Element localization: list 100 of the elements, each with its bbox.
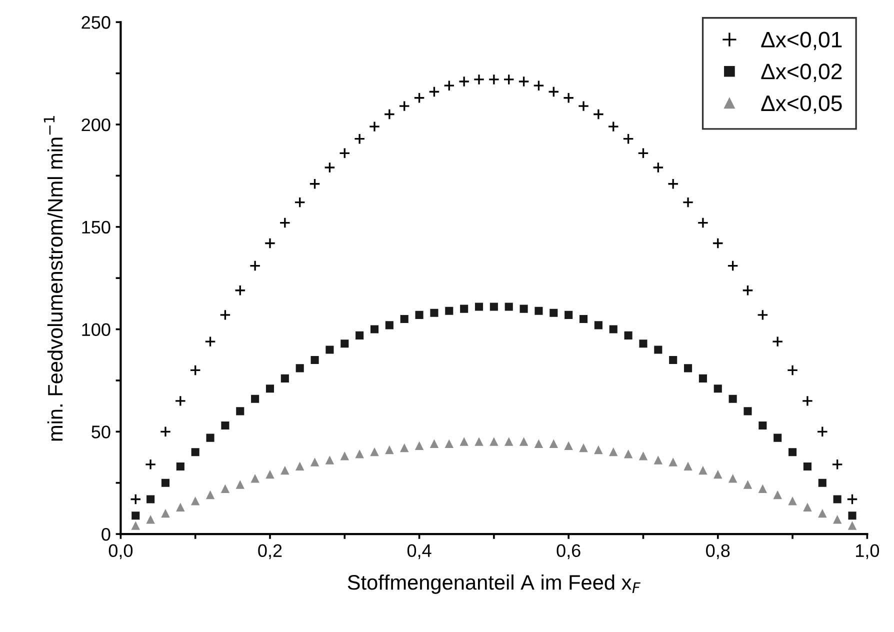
- point: [221, 421, 230, 430]
- point: [772, 336, 784, 348]
- point: [236, 480, 244, 489]
- point: [803, 503, 812, 512]
- point: [206, 491, 214, 500]
- point: [848, 512, 856, 520]
- point: [728, 394, 737, 403]
- point: [130, 494, 142, 505]
- point: [236, 407, 244, 416]
- point: [684, 364, 692, 372]
- point: [504, 438, 513, 446]
- point: [221, 484, 230, 494]
- point: [533, 80, 544, 92]
- point: [161, 510, 170, 518]
- point: [504, 302, 513, 311]
- point: [774, 434, 782, 442]
- point: [415, 442, 424, 450]
- point: [385, 446, 394, 454]
- point: [430, 440, 438, 448]
- point: [264, 238, 276, 249]
- point: [579, 444, 588, 452]
- point: [579, 315, 588, 324]
- point: [548, 86, 560, 98]
- point: [324, 162, 336, 174]
- point: [846, 494, 858, 505]
- point: [414, 92, 425, 104]
- point: [622, 133, 634, 145]
- x-tick-label: 0,2: [258, 544, 282, 560]
- point: [550, 440, 558, 448]
- point: [460, 438, 468, 446]
- point: [473, 74, 485, 86]
- y-tick-label: 50: [92, 426, 110, 438]
- point: [430, 308, 438, 317]
- point: [609, 325, 618, 334]
- point: [639, 452, 648, 460]
- point: [160, 426, 172, 438]
- point: [802, 395, 814, 407]
- point: [309, 178, 320, 190]
- point: [490, 438, 498, 446]
- point: [191, 448, 200, 456]
- point: [161, 478, 170, 487]
- point: [592, 108, 604, 120]
- point: [698, 466, 707, 475]
- point: [714, 470, 722, 479]
- point: [758, 484, 767, 494]
- point: [144, 458, 156, 470]
- point: [234, 284, 246, 296]
- point: [833, 495, 842, 504]
- point: [833, 516, 842, 524]
- y-tick-label: 100: [82, 323, 110, 336]
- point: [624, 450, 632, 458]
- point: [697, 217, 709, 228]
- y-tick-label: 200: [82, 118, 110, 132]
- y-tick-label: 250: [82, 16, 110, 29]
- point: [266, 470, 274, 479]
- point: [474, 302, 484, 311]
- point: [294, 196, 306, 208]
- point: [518, 76, 530, 88]
- point: [669, 458, 678, 466]
- point: [280, 466, 289, 475]
- x-tick-label: 0,4: [407, 544, 432, 560]
- point: [384, 108, 396, 120]
- point: [788, 448, 797, 456]
- point: [744, 480, 752, 489]
- legend-label: Δx<0,02: [761, 64, 842, 82]
- point: [608, 120, 620, 132]
- point: [279, 217, 291, 228]
- point: [445, 306, 454, 315]
- point: [132, 522, 140, 530]
- point: [460, 304, 468, 313]
- point: [251, 474, 260, 483]
- point: [400, 444, 408, 452]
- point: [638, 147, 649, 159]
- point: [534, 440, 543, 448]
- point: [398, 100, 410, 112]
- point: [474, 438, 484, 446]
- point: [385, 321, 394, 330]
- x-tick-label: 1,0: [856, 544, 880, 560]
- point: [832, 458, 844, 470]
- point: [756, 309, 768, 321]
- point: [712, 238, 724, 249]
- point: [520, 438, 528, 446]
- point: [132, 512, 140, 520]
- point: [758, 421, 767, 430]
- point: [415, 310, 424, 319]
- point: [594, 321, 602, 330]
- point: [458, 76, 470, 88]
- point: [370, 448, 379, 456]
- y-tick-label: 0: [102, 528, 110, 541]
- x-axis-title: Stoffmengenanteil A im Feed x$_{F}$: [348, 574, 640, 594]
- point: [667, 178, 679, 190]
- legend-label: Δx<0,05: [761, 95, 842, 114]
- point: [176, 462, 184, 470]
- point: [251, 394, 260, 403]
- point: [609, 448, 618, 456]
- point: [146, 516, 155, 524]
- point: [400, 315, 408, 324]
- point: [338, 147, 350, 159]
- point: [774, 491, 782, 500]
- point: [594, 446, 602, 454]
